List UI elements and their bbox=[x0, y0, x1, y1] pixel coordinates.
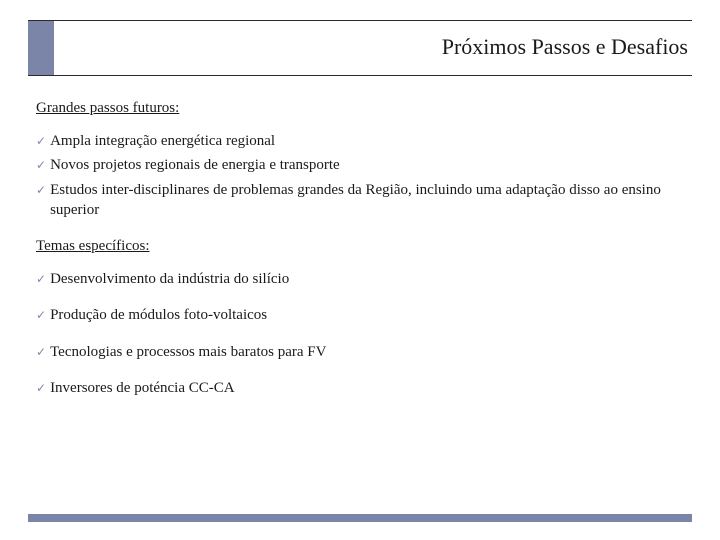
list-item-text: Tecnologias e processos mais baratos par… bbox=[50, 342, 684, 362]
title-accent-block bbox=[28, 20, 54, 76]
checkmark-icon: ✓ bbox=[36, 133, 46, 149]
checkmark-icon: ✓ bbox=[36, 307, 46, 323]
slide-container: Próximos Passos e Desafios Grandes passo… bbox=[0, 0, 720, 540]
checkmark-icon: ✓ bbox=[36, 344, 46, 360]
list-item: ✓ Estudos inter-disciplinares de problem… bbox=[36, 180, 684, 221]
list-item-text: Inversores de poténcia CC-CA bbox=[50, 378, 684, 398]
slide-title: Próximos Passos e Desafios bbox=[442, 34, 688, 60]
list-item: ✓ Inversores de poténcia CC-CA bbox=[36, 378, 684, 398]
title-rule-top bbox=[28, 20, 692, 21]
list-item-text: Produção de módulos foto-voltaicos bbox=[50, 305, 684, 325]
title-rule-bottom bbox=[28, 75, 692, 76]
list-item: ✓ Desenvolvimento da indústria do silíci… bbox=[36, 269, 684, 289]
list-item-text: Desenvolvimento da indústria do silício bbox=[50, 269, 684, 289]
list-item: ✓ Novos projetos regionais de energia e … bbox=[36, 155, 684, 175]
list-item: ✓ Ampla integração energética regional bbox=[36, 131, 684, 151]
checkmark-icon: ✓ bbox=[36, 182, 46, 198]
list-item: ✓ Produção de módulos foto-voltaicos bbox=[36, 305, 684, 325]
list-item-text: Estudos inter-disciplinares de problemas… bbox=[50, 180, 684, 221]
checkmark-icon: ✓ bbox=[36, 380, 46, 396]
footer-accent-bar bbox=[28, 514, 692, 522]
section-heading: Temas específicos: bbox=[36, 238, 684, 255]
title-region: Próximos Passos e Desafios bbox=[28, 20, 692, 80]
content-region: Grandes passos futuros: ✓ Ampla integraç… bbox=[28, 100, 692, 398]
list-item-text: Ampla integração energética regional bbox=[50, 131, 684, 151]
checkmark-icon: ✓ bbox=[36, 157, 46, 173]
checkmark-icon: ✓ bbox=[36, 271, 46, 287]
section-heading: Grandes passos futuros: bbox=[36, 100, 684, 117]
list-item: ✓ Tecnologias e processos mais baratos p… bbox=[36, 342, 684, 362]
list-item-text: Novos projetos regionais de energia e tr… bbox=[50, 155, 684, 175]
